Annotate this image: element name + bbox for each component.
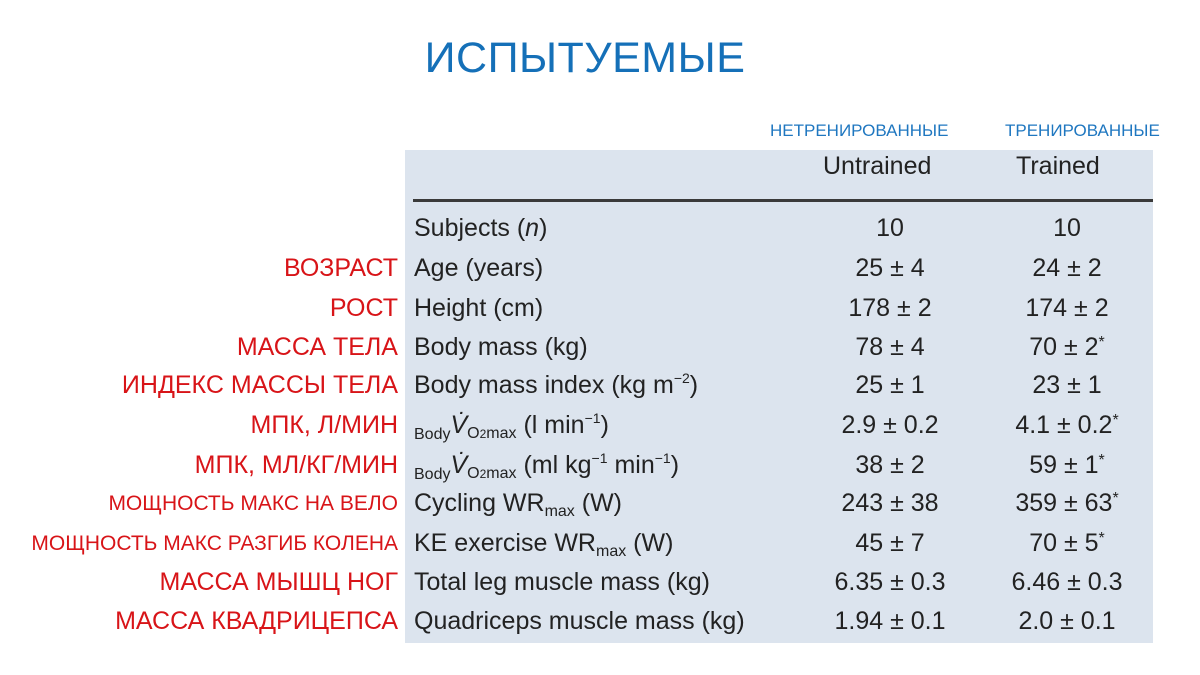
table-row: МПК, МЛ/КГ/МИН BodyV̇O2max (ml kg−1 min−… bbox=[0, 451, 1200, 491]
row-label-en: Subjects (n) bbox=[414, 214, 548, 242]
value-trained: 23 ± 1 bbox=[1032, 371, 1102, 399]
column-header-trained: Trained bbox=[1016, 152, 1100, 180]
row-label-en: Height (cm) bbox=[414, 294, 544, 322]
row-label-ru: МАССА МЫШЦ НОГ bbox=[159, 568, 398, 596]
row-label-en: Total leg muscle mass (kg) bbox=[414, 568, 710, 596]
slide-title: ИСПЫТУЕМЫЕ bbox=[424, 34, 746, 82]
table-row: Subjects (n) 10 10 bbox=[0, 214, 1200, 254]
row-label-en: BodyV̇O2max (ml kg−1 min−1) bbox=[414, 450, 680, 483]
significance-marker: * bbox=[1098, 334, 1105, 351]
row-label-ru: МАССА КВАДРИЦЕПСА bbox=[115, 607, 398, 635]
value-untrained: 178 ± 2 bbox=[848, 294, 932, 322]
row-label-ru: РОСТ bbox=[329, 294, 398, 322]
row-label-en: Cycling WRmax (W) bbox=[414, 489, 623, 520]
table-row: МПК, Л/МИН BodyV̇O2max (l min−1) 2.9 ± 0… bbox=[0, 411, 1200, 451]
table-row: МОЩНОСТЬ МАКС НА ВЕЛО Cycling WRmax (W) … bbox=[0, 489, 1200, 529]
subjects-table bbox=[405, 150, 1153, 643]
column-label-ru-trained: ТРЕНИРОВАННЫЕ bbox=[1005, 121, 1160, 140]
value-untrained: 6.35 ± 0.3 bbox=[834, 568, 946, 596]
value-trained: 59 ± 1* bbox=[1029, 451, 1105, 479]
row-label-en: Body mass (kg) bbox=[414, 333, 588, 361]
value-untrained: 25 ± 1 bbox=[855, 371, 925, 399]
value-untrained: 10 bbox=[876, 214, 904, 242]
significance-marker: * bbox=[1112, 412, 1119, 429]
value-trained: 4.1 ± 0.2* bbox=[1015, 411, 1119, 439]
significance-marker: * bbox=[1098, 530, 1105, 547]
table-row: МАССА КВАДРИЦЕПСА Quadriceps muscle mass… bbox=[0, 607, 1200, 647]
row-label-en: Quadriceps muscle mass (kg) bbox=[414, 607, 745, 635]
table-row: ИНДЕКС МАССЫ ТЕЛА Body mass index (kg m−… bbox=[0, 371, 1200, 411]
value-untrained: 25 ± 4 bbox=[855, 254, 925, 282]
row-label-ru: МОЩНОСТЬ МАКС НА ВЕЛО bbox=[108, 492, 398, 515]
value-untrained: 45 ± 7 bbox=[855, 529, 925, 557]
column-label-ru-untrained: НЕТРЕНИРОВАННЫЕ bbox=[770, 121, 949, 140]
table-row: МАССА ТЕЛА Body mass (kg) 78 ± 4 70 ± 2* bbox=[0, 333, 1200, 373]
table-row: МАССА МЫШЦ НОГ Total leg muscle mass (kg… bbox=[0, 568, 1200, 608]
row-label-ru: МПК, МЛ/КГ/МИН bbox=[194, 451, 398, 479]
value-untrained: 38 ± 2 bbox=[855, 451, 925, 479]
table-row: МОЩНОСТЬ МАКС РАЗГИБ КОЛЕНА KE exercise … bbox=[0, 529, 1200, 569]
value-trained: 24 ± 2 bbox=[1032, 254, 1102, 282]
value-trained: 174 ± 2 bbox=[1025, 294, 1109, 322]
row-label-en: Age (years) bbox=[414, 254, 544, 282]
value-untrained: 2.9 ± 0.2 bbox=[841, 411, 939, 439]
value-trained: 70 ± 2* bbox=[1029, 333, 1105, 361]
value-trained: 6.46 ± 0.3 bbox=[1011, 568, 1123, 596]
significance-marker: * bbox=[1098, 452, 1105, 469]
value-untrained: 243 ± 38 bbox=[841, 489, 939, 517]
column-header-untrained: Untrained bbox=[823, 152, 932, 180]
row-label-ru: ВОЗРАСТ bbox=[283, 254, 398, 282]
value-trained: 359 ± 63* bbox=[1015, 489, 1119, 517]
table-row: РОСТ Height (cm) 178 ± 2 174 ± 2 bbox=[0, 294, 1200, 334]
row-label-ru: МПК, Л/МИН bbox=[250, 411, 398, 439]
value-trained: 10 bbox=[1053, 214, 1081, 242]
row-label-ru: МАССА ТЕЛА bbox=[236, 333, 398, 361]
row-label-ru: МОЩНОСТЬ МАКС РАЗГИБ КОЛЕНА bbox=[31, 532, 398, 555]
value-untrained: 78 ± 4 bbox=[855, 333, 925, 361]
value-trained: 2.0 ± 0.1 bbox=[1018, 607, 1116, 635]
significance-marker: * bbox=[1112, 490, 1119, 507]
row-label-en: BodyV̇O2max (l min−1) bbox=[414, 410, 609, 443]
row-label-ru: ИНДЕКС МАССЫ ТЕЛА bbox=[121, 371, 398, 399]
row-label-en: KE exercise WRmax (W) bbox=[414, 529, 674, 560]
value-trained: 70 ± 5* bbox=[1029, 529, 1105, 557]
value-untrained: 1.94 ± 0.1 bbox=[834, 607, 946, 635]
table-row: ВОЗРАСТ Age (years) 25 ± 4 24 ± 2 bbox=[0, 254, 1200, 294]
header-rule bbox=[413, 199, 1153, 202]
row-label-en: Body mass index (kg m−2) bbox=[414, 370, 699, 399]
